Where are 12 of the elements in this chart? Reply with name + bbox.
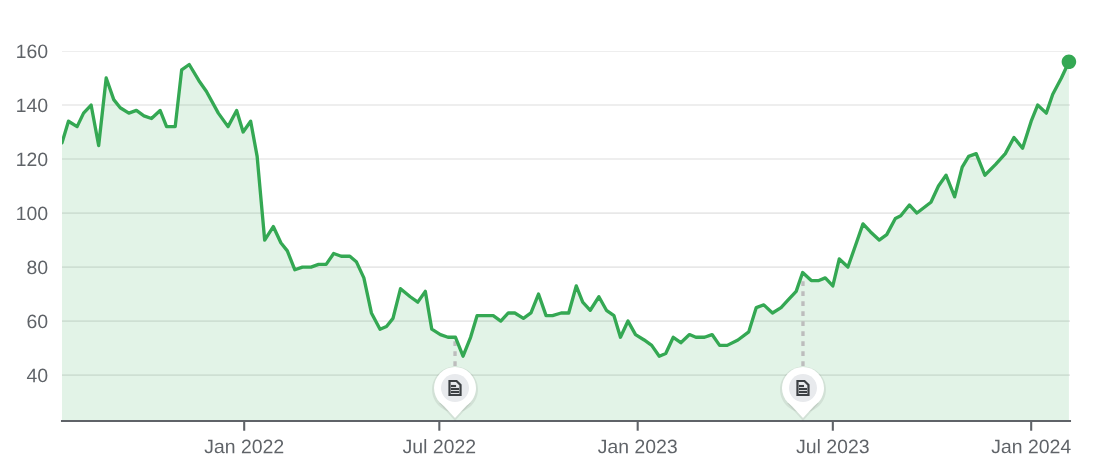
- y-tick-label: 40: [26, 368, 48, 383]
- x-tick-label: Jan 2023: [597, 439, 677, 454]
- y-tick-label: 140: [17, 98, 48, 113]
- y-tick-label: 80: [27, 260, 48, 275]
- x-tick-label: Jul 2022: [402, 439, 476, 454]
- y-tick-label: 100: [17, 206, 48, 221]
- y-tick-label: 160: [17, 44, 48, 59]
- x-tick-label: Jul 2023: [796, 439, 869, 454]
- x-tick-label: Jan 2024: [991, 439, 1071, 454]
- x-tick-label: Jan 2022: [204, 439, 284, 454]
- y-tick-label: 120: [17, 152, 48, 167]
- y-tick-label: 60: [27, 314, 48, 329]
